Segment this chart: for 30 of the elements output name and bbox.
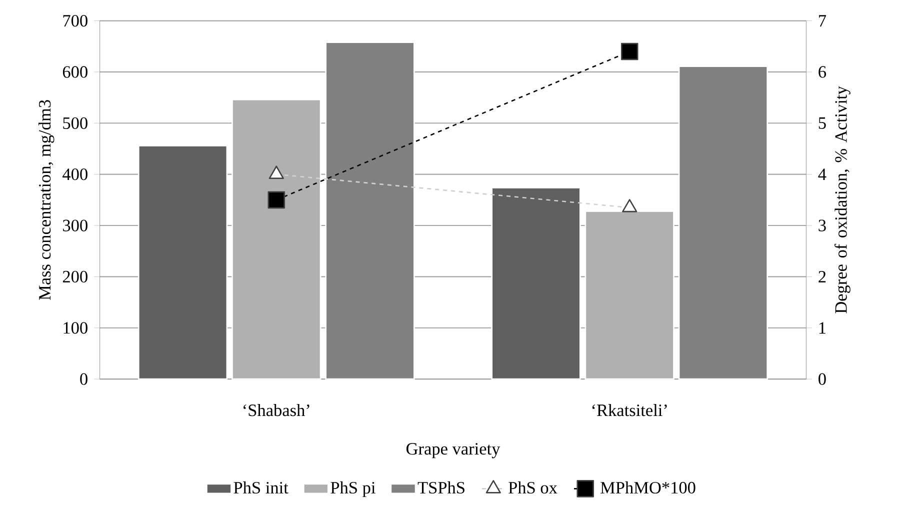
bar [138, 145, 228, 380]
y2-tick-label: 3 [818, 220, 826, 232]
y-tick-label: 600 [62, 66, 88, 78]
y2-tick-label: 5 [818, 117, 826, 129]
y-tick-label: 500 [63, 117, 88, 130]
x-tick-label: ‘Shabash’ [244, 404, 310, 416]
x-tick-label: ‘Rkatsiteli’ [592, 404, 667, 416]
bar [325, 42, 415, 380]
y-tick-label: 400 [62, 168, 88, 180]
y2-tick-label: 0 [818, 373, 826, 385]
y2-tick-label: 6 [818, 66, 826, 78]
legend-label: TSPhS [418, 481, 464, 494]
y-tick-label: 700 [63, 15, 88, 27]
y-tick-label: 300 [63, 220, 88, 232]
legend-label: PhS init [234, 481, 288, 494]
x-axis-title: Grape variety [406, 443, 500, 458]
y2-tick-label: 7 [819, 15, 826, 26]
y2-tick-label: 2 [818, 271, 826, 282]
legend-label: MPhMO*100 [600, 481, 696, 494]
y-tick-label: 0 [80, 373, 88, 385]
y-axis-title: Mass concentration, mg/dm3 [38, 100, 54, 300]
bar [491, 187, 581, 380]
legend-label: PhS pi [330, 481, 376, 498]
legend-label: PhS ox [508, 481, 558, 494]
bar [678, 66, 768, 380]
y2-tick-label: 1 [819, 322, 826, 334]
y-tick-label: 100 [64, 322, 88, 334]
y-tick-label: 200 [62, 270, 88, 283]
y2-tick-label: 4 [818, 168, 826, 180]
y2-axis-title: Degree of oxidation, % Activity [834, 86, 850, 314]
